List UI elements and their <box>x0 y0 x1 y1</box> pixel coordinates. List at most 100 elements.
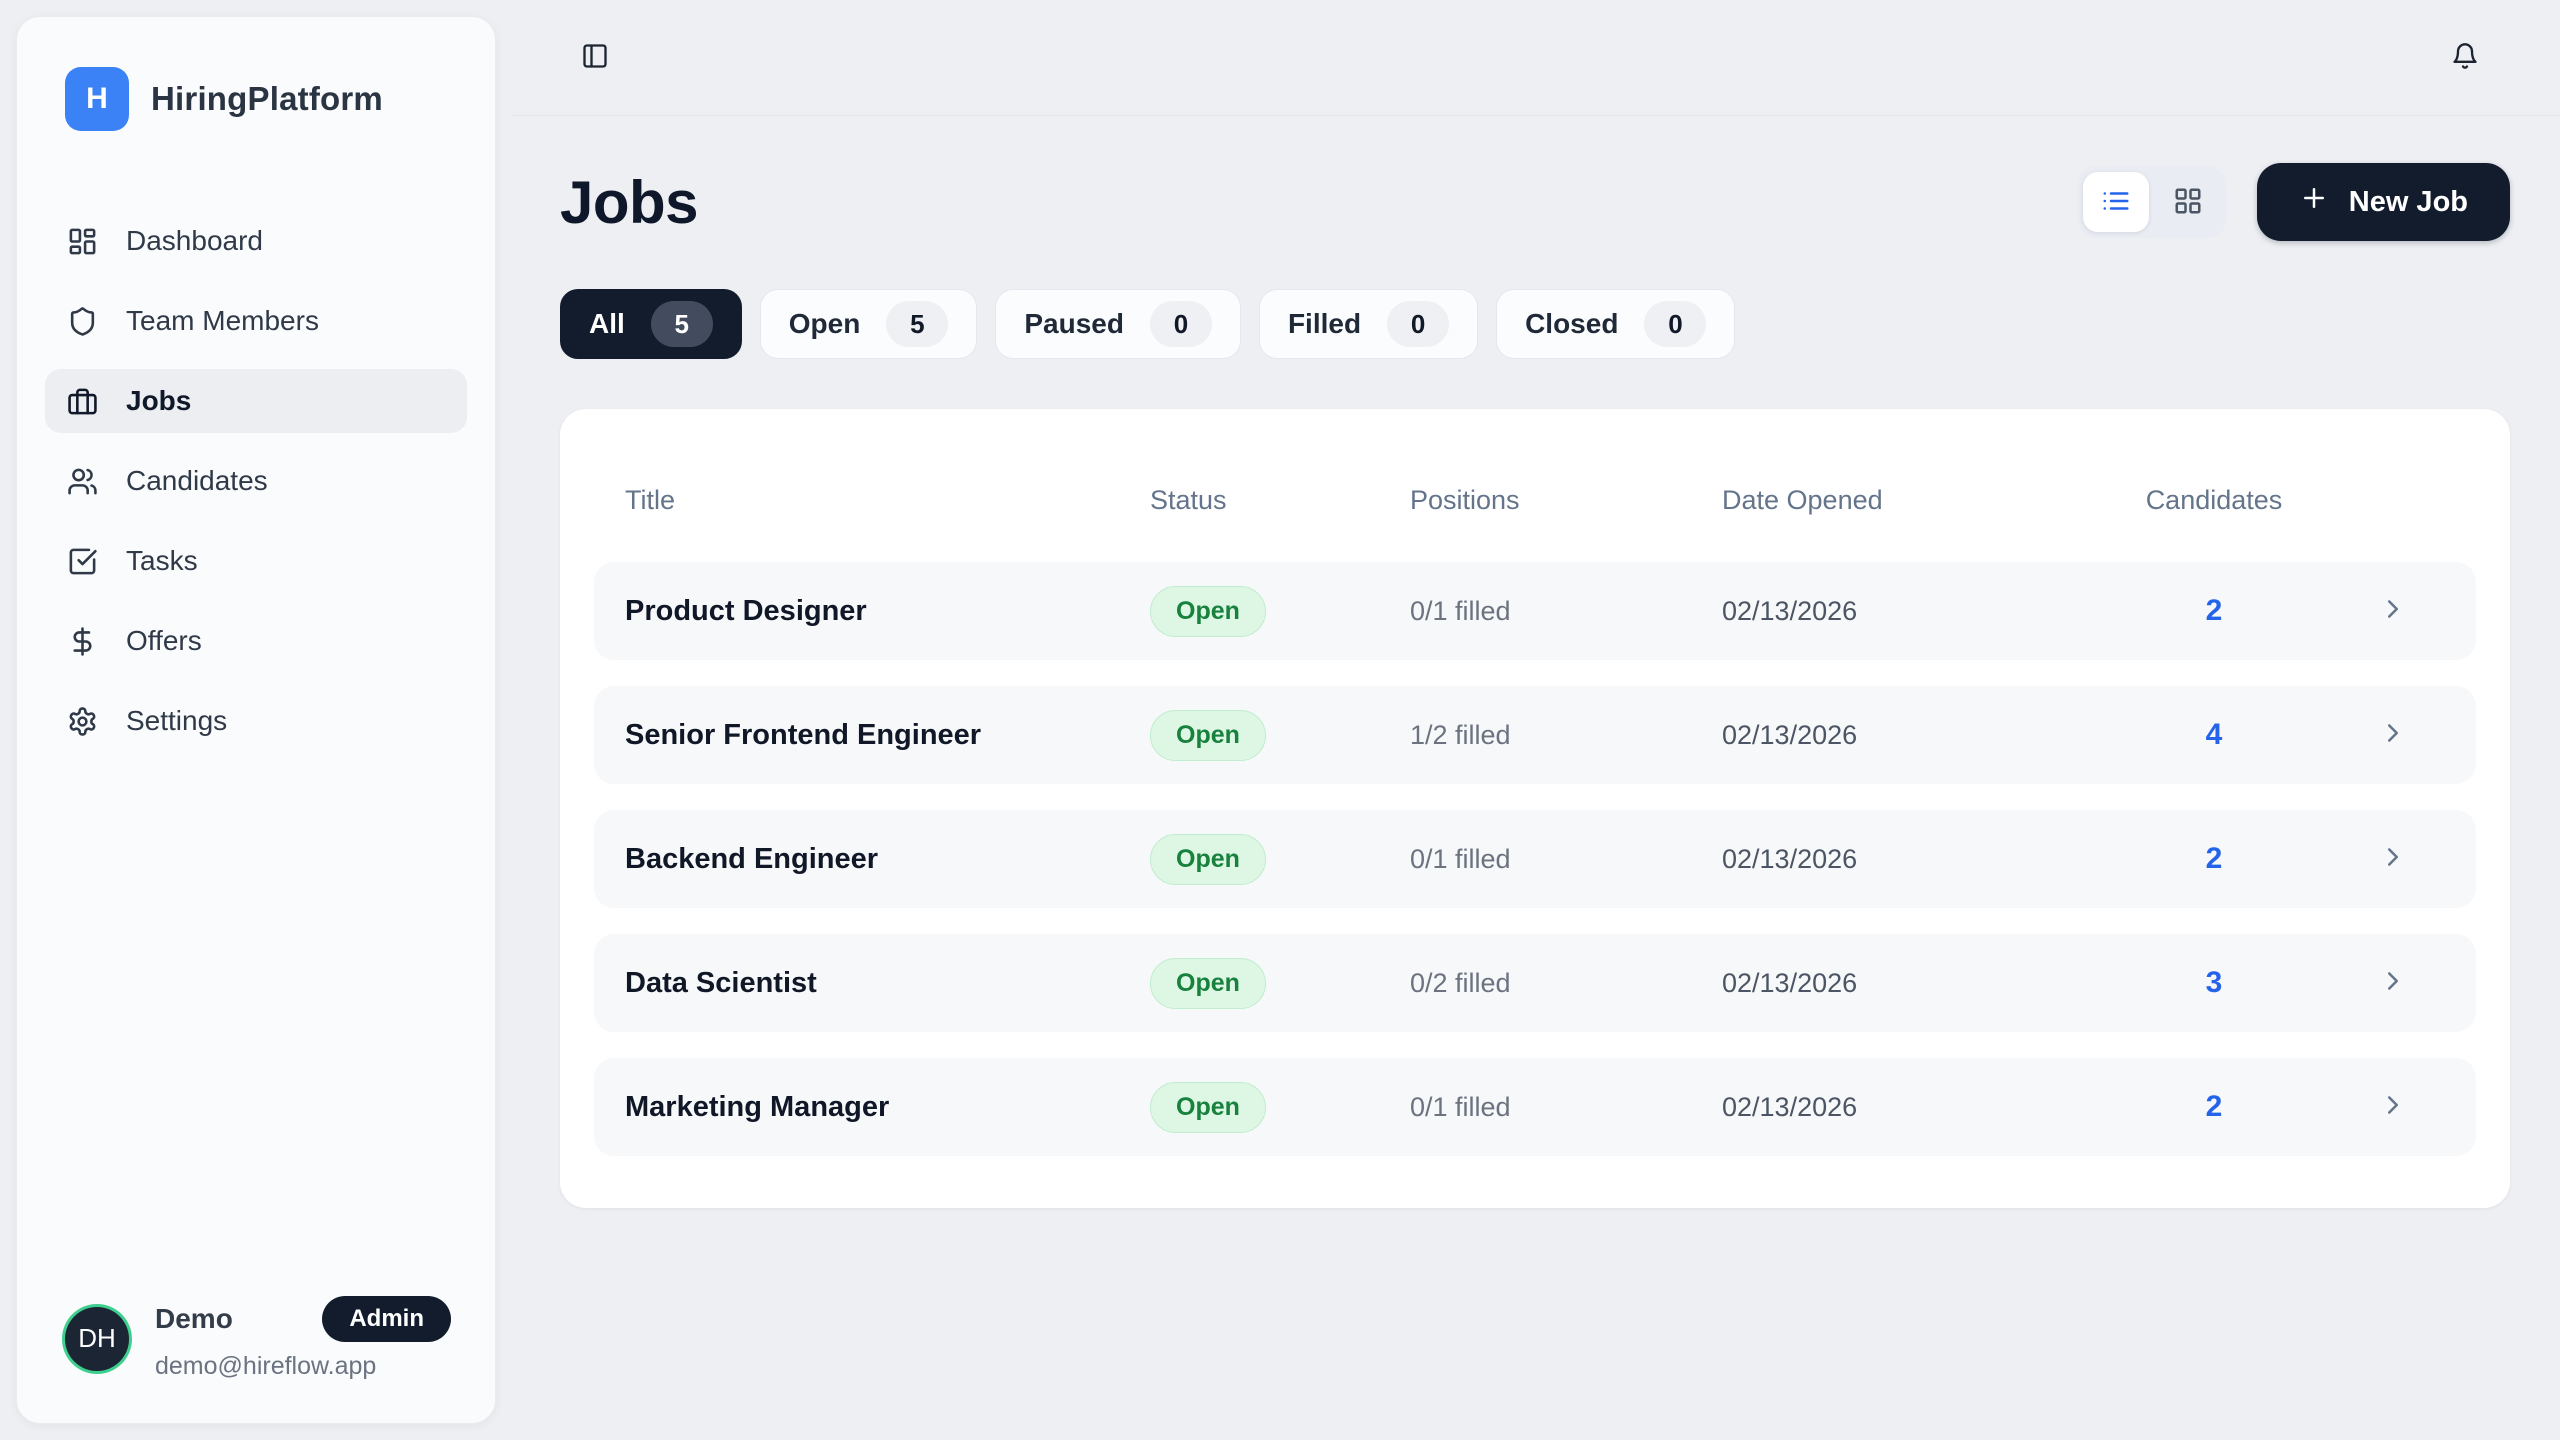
plus-icon <box>2299 183 2329 221</box>
column-header-candidates: Candidates <box>2145 485 2283 515</box>
sidebar-item-settings[interactable]: Settings <box>45 689 467 753</box>
avatar: DH <box>65 1306 129 1371</box>
table-row[interactable]: Senior Frontend Engineer Open 1/2 filled… <box>594 686 2476 784</box>
filter-tab-label: Closed <box>1525 308 1619 339</box>
job-status-cell: Open <box>1150 709 1410 761</box>
topbar <box>512 0 2560 116</box>
job-date-opened: 02/13/2026 <box>1722 1091 1858 1122</box>
sidebar-item-label: Team Members <box>126 305 319 336</box>
column-header-status: Status <box>1150 485 1227 515</box>
job-positions: 0/1 filled <box>1410 1091 1511 1122</box>
sidebar-item-candidates[interactable]: Candidates <box>45 449 467 513</box>
brand: H HiringPlatform <box>17 17 495 131</box>
filter-tab-label: All <box>589 308 625 339</box>
sidebar: H HiringPlatform Dashboard Team Members … <box>16 16 496 1424</box>
user-name: Demo <box>155 1303 233 1334</box>
chevron-right-icon[interactable] <box>2378 842 2408 877</box>
filter-tab-paused[interactable]: Paused 0 <box>995 289 1241 359</box>
view-toggle <box>2076 166 2227 238</box>
sidebar-item-label: Dashboard <box>126 225 263 256</box>
role-badge: Admin <box>322 1296 451 1342</box>
row-actions <box>2299 1090 2446 1125</box>
table-row[interactable]: Backend Engineer Open 0/1 filled 02/13/2… <box>594 810 2476 908</box>
list-icon <box>2101 186 2131 219</box>
new-job-label: New Job <box>2348 185 2468 218</box>
sidebar-item-jobs[interactable]: Jobs <box>45 369 467 433</box>
sidebar-item-dashboard[interactable]: Dashboard <box>45 209 467 273</box>
filter-tab-open[interactable]: Open 5 <box>759 289 978 359</box>
sidebar-toggle-button[interactable] <box>575 36 615 79</box>
sidebar-item-offers[interactable]: Offers <box>45 609 467 673</box>
avatar-initials: DH <box>78 1323 116 1353</box>
shield-icon <box>67 306 98 337</box>
status-badge: Open <box>1150 709 1266 761</box>
filter-tab-label: Filled <box>1287 308 1362 339</box>
page-title: Jobs <box>560 168 699 236</box>
sidebar-nav: Dashboard Team Members Jobs Candidates T… <box>17 209 495 753</box>
filter-tab-count-badge: 5 <box>886 301 949 347</box>
chevron-right-icon[interactable] <box>2378 966 2408 1001</box>
chevron-right-icon[interactable] <box>2378 594 2408 629</box>
square-check-icon <box>67 546 98 577</box>
status-filter-tabs: All 5 Open 5 Paused 0 Filled 0 Closed 0 <box>560 289 2510 359</box>
table-row[interactable]: Marketing Manager Open 0/1 filled 02/13/… <box>594 1058 2476 1156</box>
job-status-cell: Open <box>1150 957 1410 1009</box>
job-positions: 0/2 filled <box>1410 967 1511 998</box>
column-header-positions: Positions <box>1410 485 1520 515</box>
job-status-cell: Open <box>1150 833 1410 885</box>
sidebar-item-label: Offers <box>126 625 202 656</box>
bell-icon <box>2451 42 2479 73</box>
job-title: Senior Frontend Engineer <box>625 718 982 751</box>
grid-view-button[interactable] <box>2155 172 2221 232</box>
row-actions <box>2299 966 2446 1001</box>
candidates-count-link[interactable]: 4 <box>2205 718 2223 751</box>
candidates-count-link[interactable]: 2 <box>2205 594 2223 627</box>
main-content: Jobs New Job All 5 Open 5 <box>512 116 2560 1440</box>
job-positions: 0/1 filled <box>1410 595 1511 626</box>
filter-tab-count-badge: 0 <box>1149 301 1212 347</box>
gear-icon <box>67 706 98 737</box>
row-actions <box>2299 842 2446 877</box>
notifications-button[interactable] <box>2445 36 2485 79</box>
user-profile[interactable]: DH Demo Admin demo@hireflow.app <box>17 1296 495 1423</box>
panel-left-icon <box>581 42 609 73</box>
job-date-opened: 02/13/2026 <box>1722 719 1858 750</box>
dollar-icon <box>67 626 98 657</box>
user-top-row: Demo Admin <box>155 1296 451 1342</box>
job-date-opened: 02/13/2026 <box>1722 595 1858 626</box>
table-header: Title Status Positions Date Opened Candi… <box>594 447 2476 562</box>
column-header-date-opened: Date Opened <box>1722 485 1883 515</box>
brand-logo: H <box>65 67 129 131</box>
filter-tab-closed[interactable]: Closed 0 <box>1496 289 1736 359</box>
brand-name: HiringPlatform <box>151 80 383 117</box>
sidebar-item-label: Candidates <box>126 465 268 496</box>
list-view-button[interactable] <box>2082 172 2149 232</box>
candidates-count-link[interactable]: 2 <box>2205 1090 2223 1123</box>
new-job-button[interactable]: New Job <box>2256 163 2510 241</box>
brand-logo-letter: H <box>86 82 108 115</box>
candidates-count-link[interactable]: 3 <box>2205 966 2223 999</box>
sidebar-item-label: Tasks <box>126 545 198 576</box>
sidebar-item-team-members[interactable]: Team Members <box>45 289 467 353</box>
table-row[interactable]: Data Scientist Open 0/2 filled 02/13/202… <box>594 934 2476 1032</box>
filter-tab-count-badge: 5 <box>650 301 713 347</box>
filter-tab-label: Open <box>788 308 861 339</box>
job-title: Product Designer <box>625 594 867 627</box>
filter-tab-all[interactable]: All 5 <box>560 289 742 359</box>
sidebar-item-tasks[interactable]: Tasks <box>45 529 467 593</box>
job-date-opened: 02/13/2026 <box>1722 843 1858 874</box>
job-title: Marketing Manager <box>625 1090 890 1123</box>
job-positions: 1/2 filled <box>1410 719 1511 750</box>
filter-tab-label: Paused <box>1024 308 1124 339</box>
users-icon <box>67 466 98 497</box>
row-actions <box>2299 594 2446 629</box>
status-badge: Open <box>1150 833 1266 885</box>
candidates-count-link[interactable]: 2 <box>2205 842 2223 875</box>
dashboard-icon <box>67 226 98 257</box>
chevron-right-icon[interactable] <box>2378 718 2408 753</box>
table-row[interactable]: Product Designer Open 0/1 filled 02/13/2… <box>594 562 2476 660</box>
filter-tab-filled[interactable]: Filled 0 <box>1258 289 1479 359</box>
status-badge: Open <box>1150 957 1266 1009</box>
chevron-right-icon[interactable] <box>2378 1090 2408 1125</box>
